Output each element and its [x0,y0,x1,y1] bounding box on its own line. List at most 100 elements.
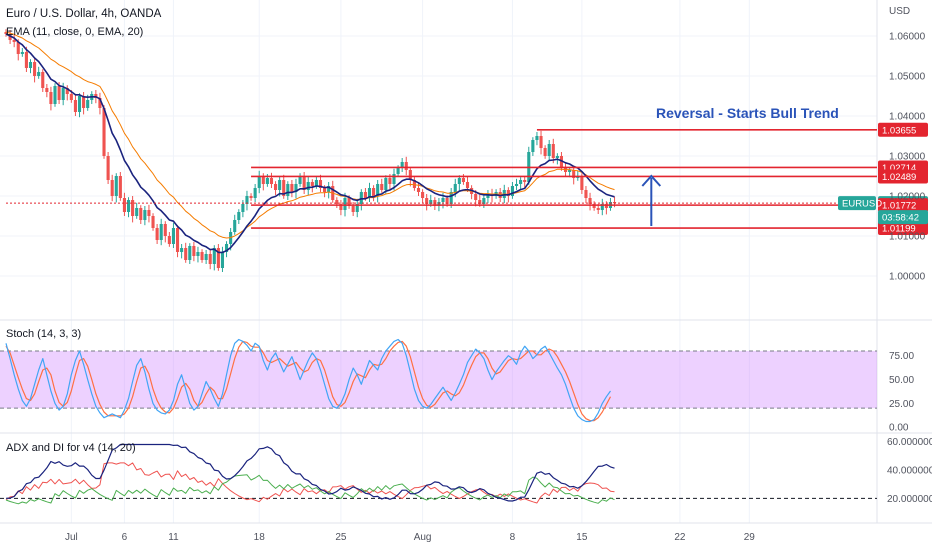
candle-body[interactable] [237,212,241,220]
candle-body[interactable] [184,248,188,260]
horizontal-levels[interactable]: 1.036551.027141.024891.018221.017721.011… [6,122,928,236]
candle-body[interactable] [102,108,106,156]
candle-body[interactable] [559,156,564,168]
candle-body[interactable] [220,252,225,268]
chart-title[interactable]: Euro / U.S. Dollar, 4h, OANDA [6,8,162,20]
candle-body[interactable] [49,92,53,104]
candle-body[interactable] [298,176,302,184]
candle-body[interactable] [200,252,204,260]
level-price-tag[interactable] [878,198,928,213]
candle-body[interactable] [580,176,584,190]
candle-body[interactable] [77,96,82,112]
candle-body[interactable] [531,140,535,152]
candle-body[interactable] [474,194,478,200]
candle-body[interactable] [57,86,61,100]
candle-body[interactable] [572,170,576,178]
candle-body[interactable] [584,190,588,198]
candle-body[interactable] [404,162,408,170]
level-price-tag[interactable] [878,169,928,184]
candle-body[interactable] [106,156,110,180]
candle-body[interactable] [441,198,445,202]
candle-body[interactable] [592,204,596,208]
candle-body[interactable] [163,224,167,236]
candle-body[interactable] [257,176,261,188]
candle-body[interactable] [343,198,347,210]
candle-body[interactable] [555,156,559,158]
candle-body[interactable] [216,248,220,268]
candle-body[interactable] [208,254,212,264]
candle-body[interactable] [384,178,388,190]
candle-body[interactable] [314,180,318,186]
candle-body[interactable] [351,206,355,212]
candle-body[interactable] [192,246,196,256]
candle-body[interactable] [69,94,73,100]
candle-body[interactable] [122,198,126,212]
candle-body[interactable] [551,144,555,158]
candle-body[interactable] [478,200,482,204]
candle-body[interactable] [347,198,351,206]
candle-body[interactable] [547,144,551,156]
candle-body[interactable] [449,192,453,204]
stoch-legend[interactable]: Stoch (14, 3, 3) [6,328,81,340]
candle-body[interactable] [376,184,380,196]
candle-body[interactable] [437,202,441,206]
candle-body[interactable] [363,192,367,198]
candle-body[interactable] [367,188,372,198]
candle-body[interactable] [290,184,294,192]
candle-body[interactable] [82,96,86,108]
candle-body[interactable] [188,246,192,260]
candle-body[interactable] [506,190,510,196]
candle-body[interactable] [171,228,176,244]
candle-body[interactable] [286,184,290,196]
candle-body[interactable] [180,248,184,252]
candle-body[interactable] [65,88,69,94]
candle-body[interactable] [327,186,331,192]
candle-body[interactable] [510,186,514,196]
candle-body[interactable] [425,198,429,204]
candle-body[interactable] [408,170,412,180]
candle-body[interactable] [519,180,523,184]
candle-body[interactable] [20,52,24,54]
candle-body[interactable] [61,88,65,100]
candle-body[interactable] [114,176,118,196]
candle-body[interactable] [388,178,392,184]
candle-body[interactable] [486,194,490,198]
candle-body[interactable] [539,136,543,148]
candle-body[interactable] [41,72,45,88]
candle-body[interactable] [4,32,8,34]
candle-body[interactable] [416,188,421,192]
candle-body[interactable] [457,178,461,184]
candle-body[interactable] [73,100,77,112]
candle-body[interactable] [196,252,200,256]
candle-body[interactable] [151,216,155,228]
candle-body[interactable] [372,188,376,196]
candle-body[interactable] [233,220,237,232]
candle-body[interactable] [37,72,41,76]
candle-body[interactable] [465,182,470,188]
candle-body[interactable] [282,180,286,196]
candle-body[interactable] [253,188,257,198]
candle-body[interactable] [12,40,16,42]
candle-body[interactable] [600,204,604,210]
level-price-tag[interactable] [878,122,928,137]
candle-body[interactable] [261,176,265,184]
candle-body[interactable] [98,98,102,108]
candle-body[interactable] [412,180,416,188]
candle-body[interactable] [265,178,269,184]
candle-body[interactable] [400,162,404,168]
candle-body[interactable] [380,184,384,190]
candle-body[interactable] [310,182,314,186]
candle-body[interactable] [523,180,527,182]
level-price-tag[interactable] [878,221,928,236]
candle-body[interactable] [8,34,12,40]
candle-body[interactable] [204,254,208,260]
candle-body[interactable] [294,184,298,192]
candle-body[interactable] [482,198,486,204]
adx-legend[interactable]: ADX and DI for v4 (14, 20) [6,442,136,454]
candle-body[interactable] [355,204,359,212]
candle-body[interactable] [28,62,33,68]
candle-body[interactable] [110,180,114,196]
candle-body[interactable] [323,188,327,192]
candle-body[interactable] [588,198,592,204]
candle-body[interactable] [302,176,306,190]
